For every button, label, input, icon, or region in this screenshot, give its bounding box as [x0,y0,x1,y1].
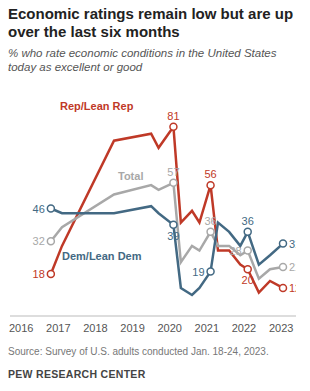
svg-text:36: 36 [204,215,216,227]
svg-text:20: 20 [242,274,254,286]
svg-text:28: 28 [229,245,241,257]
svg-text:19: 19 [192,266,204,278]
svg-text:12: 12 [289,282,296,294]
svg-text:31: 31 [289,238,296,250]
svg-text:2019: 2019 [120,322,144,334]
svg-text:32: 32 [33,235,45,247]
svg-text:2021: 2021 [195,322,219,334]
svg-text:2020: 2020 [157,322,181,334]
html-text:Economic ratings remain low bu: Economic ratings remain low but are up o… [8,5,294,40]
svg-text:21: 21 [289,261,296,273]
svg-text:81: 81 [167,110,179,122]
svg-text:18: 18 [33,268,45,280]
svg-text:36: 36 [242,215,254,227]
html-text:Dem/Lean Dem: Dem/Lean Dem [62,250,142,262]
svg-text:46: 46 [33,203,45,215]
svg-text:2023: 2023 [269,322,293,334]
svg-text:57: 57 [167,166,179,178]
svg-text:2018: 2018 [83,322,107,334]
html-text:Source: Survey of U.S. adults: Source: Survey of U.S. adults conducted … [8,346,269,357]
svg-text:2022: 2022 [232,322,256,334]
svg-text:2017: 2017 [46,322,70,334]
html-text:Rep/Lean Rep: Rep/Lean Rep [60,100,134,112]
svg-text:39: 39 [167,230,179,242]
svg-text:2016: 2016 [9,322,33,334]
svg-text:56: 56 [204,168,216,180]
html-text:PEW RESEARCH CENTER: PEW RESEARCH CENTER [8,368,146,380]
html-text:Total: Total [118,170,144,182]
html-text:% who rate economic conditions: % who rate economic conditions in the Un… [8,47,277,73]
